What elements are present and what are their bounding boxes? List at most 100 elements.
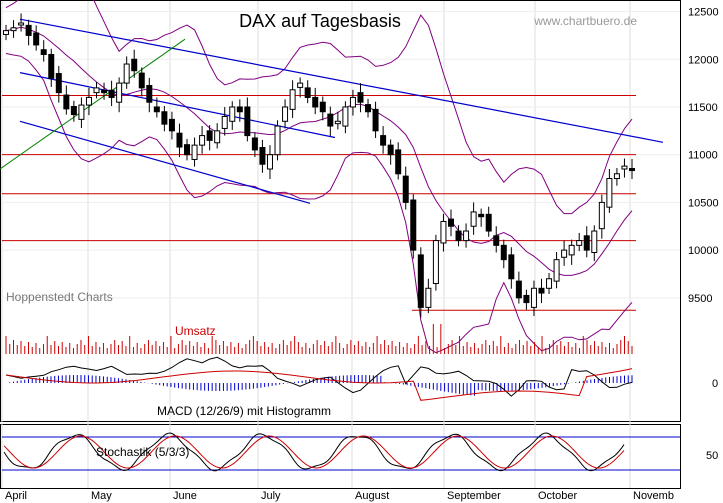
green-trendline	[0, 38, 186, 170]
candle-down	[176, 132, 183, 148]
candle-up	[199, 135, 206, 146]
volume-bars	[5, 324, 633, 354]
candle-down	[138, 72, 145, 89]
candle-down	[500, 244, 507, 261]
candle-down	[184, 144, 191, 156]
price-tick-label: 12000	[688, 54, 719, 66]
candle-down	[372, 108, 379, 132]
candle-down	[447, 218, 454, 227]
candle-up	[334, 120, 341, 125]
candle-down	[101, 89, 108, 94]
trend-channel	[0, 18, 664, 204]
candle-down	[55, 73, 62, 94]
candle-up	[123, 63, 130, 84]
candle-down	[168, 118, 175, 132]
candle-down	[327, 113, 334, 127]
candle-up	[342, 106, 349, 127]
month-tick-label: September	[447, 490, 501, 502]
candle-up	[613, 173, 620, 180]
price-tick-label: 11000	[688, 150, 718, 162]
candle-up	[18, 22, 25, 26]
macd-panel	[5, 356, 633, 401]
price-tick-label: 10500	[688, 197, 719, 209]
candle-down	[583, 235, 590, 251]
candle-down	[538, 287, 545, 294]
month-tick-label: July	[261, 490, 281, 502]
month-tick-label: June	[173, 490, 197, 502]
candle-up	[576, 240, 583, 246]
candle-down	[629, 168, 635, 172]
candle-up	[470, 211, 477, 227]
candle-up	[546, 278, 553, 289]
candle-down	[63, 94, 70, 110]
candle-down	[395, 149, 402, 175]
candle-down	[380, 135, 387, 146]
candle-down	[131, 58, 138, 72]
price-panel-frame	[0, 0, 681, 422]
macd-signal-line	[5, 368, 633, 401]
watermark: www.chartbuero.de	[533, 14, 637, 28]
candle-down	[25, 24, 32, 36]
candle-up	[530, 287, 537, 308]
candle-down	[485, 213, 492, 232]
candle-up	[349, 96, 356, 108]
candle-up	[553, 259, 560, 282]
month-tick-label: October	[538, 490, 577, 502]
upper-trendline	[19, 18, 664, 143]
candle-down	[410, 199, 417, 251]
candle-up	[463, 230, 470, 242]
candle-down	[161, 111, 168, 125]
candle-down	[515, 280, 522, 299]
mid-trendline	[19, 72, 336, 139]
candle-down	[236, 106, 243, 113]
candle-down	[153, 106, 160, 113]
candle-up	[274, 125, 281, 156]
candle-down	[387, 144, 394, 156]
candle-up	[3, 30, 9, 35]
candle-down	[312, 96, 319, 108]
stochastic-label: Stochastik (5/3/3)	[96, 445, 189, 459]
candle-down	[493, 235, 500, 246]
candle-up	[93, 87, 100, 94]
candle-up	[440, 220, 447, 244]
source-label: Hoppenstedt Charts	[6, 290, 113, 304]
candle-down	[508, 254, 515, 280]
stoch-d-line	[3, 435, 625, 469]
candle-up	[297, 82, 304, 88]
candle-down	[304, 87, 311, 98]
volume-label: Umsatz	[175, 324, 216, 338]
candle-up	[606, 178, 613, 208]
candle-up	[425, 287, 432, 308]
lower-trendline	[19, 120, 311, 204]
candle-up	[221, 116, 228, 129]
month-tick-label: April	[5, 490, 27, 502]
bollinger-lower	[5, 53, 633, 354]
candle-down	[455, 230, 462, 242]
candle-up	[432, 240, 439, 285]
candle-up	[191, 144, 198, 160]
candle-down	[40, 49, 47, 55]
candle-down	[365, 104, 372, 113]
stoch-k-line	[3, 432, 625, 472]
candle-up	[561, 249, 568, 258]
stoch-tick-label: 50	[706, 450, 718, 462]
candle-down	[357, 92, 364, 103]
candle-down	[146, 85, 153, 103]
candle-down	[108, 89, 115, 98]
price-tick-label: 12500	[688, 7, 719, 19]
candle-up	[282, 106, 289, 122]
macd-label: MACD (12/26/9) mit Histogramm	[157, 404, 331, 418]
chart-title: DAX auf Tagesbasis	[239, 11, 401, 31]
candle-up	[621, 165, 628, 170]
axes: 12500 12000 11500 11000 10500 10000 9500 0 50 Apr…	[5, 7, 719, 502]
candle-down	[33, 32, 40, 46]
panel-frames	[0, 0, 681, 489]
candle-down	[402, 175, 409, 203]
candle-up	[116, 82, 123, 103]
candle-up	[598, 201, 605, 230]
candle-up	[229, 106, 236, 122]
candle-down	[206, 130, 213, 141]
candle-down	[251, 137, 258, 151]
stochastic-panel	[2, 432, 680, 472]
